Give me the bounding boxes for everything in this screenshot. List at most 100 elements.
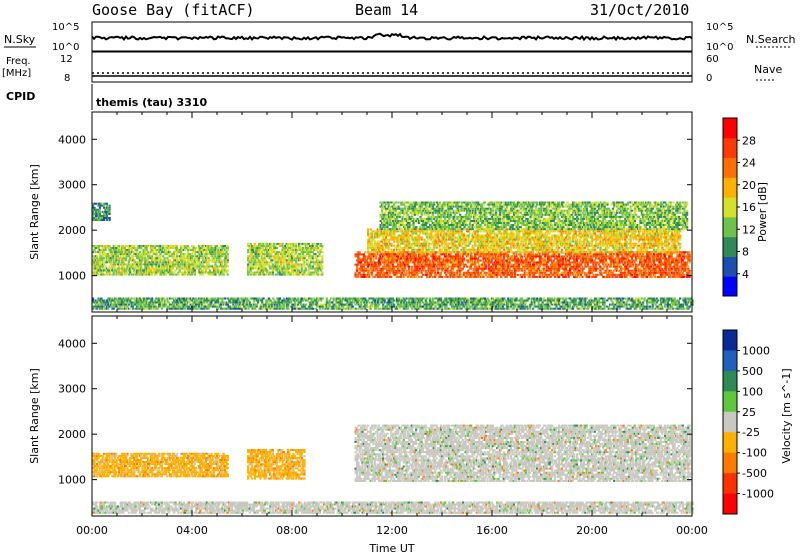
data-cell xyxy=(313,249,316,251)
data-cell xyxy=(536,263,539,266)
data-cell xyxy=(508,238,511,241)
data-cell xyxy=(472,261,475,264)
data-cell xyxy=(680,261,683,264)
data-cell xyxy=(116,263,119,266)
data-cell xyxy=(94,219,97,221)
data-cell xyxy=(371,244,374,247)
data-cell xyxy=(383,240,386,243)
data-cell xyxy=(610,251,613,254)
data-cell xyxy=(464,246,467,249)
data-cell xyxy=(372,257,375,260)
data-cell xyxy=(646,263,649,266)
data-cell xyxy=(123,273,126,276)
data-cell xyxy=(501,246,504,249)
data-cell xyxy=(659,269,662,272)
data-cell xyxy=(481,273,484,276)
data-cell xyxy=(558,261,561,264)
data-cell xyxy=(362,259,365,262)
data-cell xyxy=(138,247,141,249)
data-cell xyxy=(321,257,324,260)
data-cell xyxy=(426,261,429,264)
data-cell xyxy=(182,263,185,266)
data-cell xyxy=(468,250,471,253)
data-cell xyxy=(380,275,383,278)
data-cell xyxy=(566,259,569,262)
data-cell xyxy=(118,247,121,249)
data-cell xyxy=(681,275,684,278)
data-cell xyxy=(174,263,177,266)
data-cell xyxy=(115,269,118,272)
data-cell xyxy=(453,246,456,249)
data-cell xyxy=(453,238,456,241)
data-cell xyxy=(384,240,388,243)
data-cell xyxy=(174,251,177,254)
data-cell xyxy=(479,255,482,258)
data-cell xyxy=(520,269,524,272)
data-cell xyxy=(208,253,212,256)
data-cell xyxy=(221,247,224,249)
data-cell xyxy=(461,234,465,237)
data-cell xyxy=(648,271,651,274)
data-cell xyxy=(688,275,691,278)
data-cell xyxy=(413,265,416,268)
data-cell xyxy=(123,271,126,274)
data-cell xyxy=(281,249,284,251)
data-cell xyxy=(435,255,438,258)
data-cell xyxy=(393,271,396,274)
data-cell xyxy=(219,253,223,256)
data-cell xyxy=(485,228,488,231)
data-cell xyxy=(512,265,515,268)
data-cell xyxy=(314,269,317,272)
data-cell xyxy=(282,257,285,260)
data-cell xyxy=(96,267,99,270)
data-cell xyxy=(681,267,684,270)
data-cell xyxy=(542,263,546,266)
data-cell xyxy=(637,273,640,276)
data-cell xyxy=(258,245,261,247)
data-cell xyxy=(566,269,569,272)
data-cell xyxy=(475,271,478,274)
data-cell xyxy=(170,273,173,276)
data-cell xyxy=(373,257,376,260)
data-cell xyxy=(211,259,214,262)
data-cell xyxy=(397,234,400,237)
data-cell xyxy=(679,275,682,278)
data-cell xyxy=(155,267,158,270)
data-cell xyxy=(604,259,607,262)
data-cell xyxy=(299,255,302,258)
data-cell xyxy=(474,265,477,268)
data-cell xyxy=(424,263,427,266)
data-cell xyxy=(173,251,176,254)
data-cell xyxy=(180,245,183,247)
data-cell xyxy=(390,248,393,251)
data-cell xyxy=(558,265,561,268)
data-cell xyxy=(302,257,305,260)
data-cell xyxy=(96,263,99,266)
data-cell xyxy=(599,271,602,274)
data-cell xyxy=(361,273,364,276)
data-cell xyxy=(100,259,103,262)
data-cell xyxy=(214,255,217,258)
data-cell xyxy=(514,257,517,260)
data-cell xyxy=(167,251,170,254)
data-cell xyxy=(420,257,423,260)
data-cell xyxy=(461,253,464,256)
data-cell xyxy=(366,271,370,274)
data-cell xyxy=(628,253,631,256)
data-cell xyxy=(162,273,165,276)
data-cell xyxy=(632,263,635,266)
data-cell xyxy=(636,273,639,276)
data-cell xyxy=(632,271,635,274)
data-cell xyxy=(482,230,485,233)
data-cell xyxy=(478,228,481,231)
data-cell xyxy=(101,271,104,274)
data-cell xyxy=(382,271,385,274)
data-cell xyxy=(555,269,558,272)
data-cell xyxy=(635,255,638,258)
data-cell xyxy=(368,263,371,266)
data-cell xyxy=(595,275,598,278)
data-cell xyxy=(417,265,420,268)
data-cell xyxy=(563,265,566,268)
data-cell xyxy=(496,261,499,264)
data-cell xyxy=(430,255,433,258)
